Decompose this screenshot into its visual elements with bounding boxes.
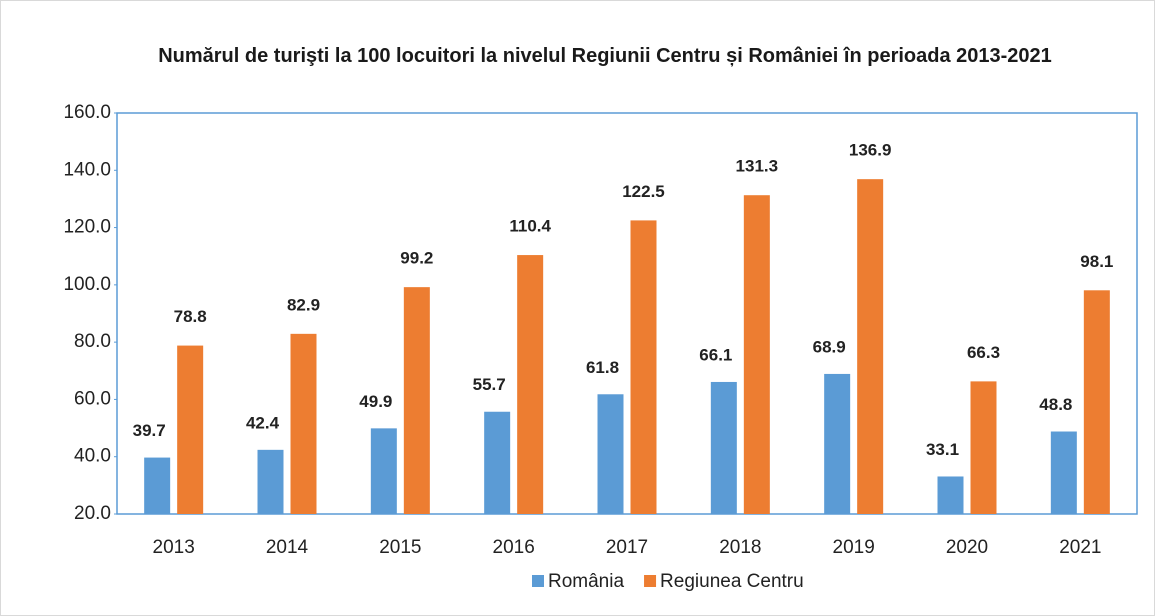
bar <box>177 345 204 514</box>
data-label: 61.8 <box>586 358 619 377</box>
y-tick-label: 40.0 <box>74 446 111 467</box>
y-tick-label: 20.0 <box>74 503 111 524</box>
x-tick-label: 2018 <box>719 537 761 558</box>
data-label: 66.3 <box>967 343 1000 362</box>
data-label: 33.1 <box>926 440 959 459</box>
x-tick-label: 2016 <box>493 537 535 558</box>
y-tick-label: 80.0 <box>74 331 111 352</box>
data-label: 49.9 <box>359 392 392 411</box>
legend-swatch <box>532 575 544 587</box>
data-label: 55.7 <box>473 375 506 394</box>
bar <box>257 449 284 514</box>
bar <box>403 287 430 514</box>
bar <box>484 411 511 514</box>
y-tick-label: 120.0 <box>63 217 111 238</box>
bar <box>743 195 770 514</box>
bar <box>630 220 657 515</box>
bar <box>370 428 397 514</box>
y-tick-label: 100.0 <box>63 274 111 295</box>
bar <box>290 333 317 514</box>
bar <box>937 476 964 514</box>
data-label: 78.8 <box>174 307 207 326</box>
plot-border <box>116 112 1138 515</box>
data-label: 42.4 <box>246 413 280 432</box>
data-label: 99.2 <box>400 249 433 268</box>
bar <box>597 394 624 514</box>
x-tick-label: 2015 <box>379 537 421 558</box>
bar <box>970 381 997 514</box>
x-tick-label: 2020 <box>946 537 988 558</box>
data-label: 68.9 <box>813 337 846 356</box>
bar <box>857 179 884 515</box>
y-tick-label: 140.0 <box>63 159 111 180</box>
bar <box>1050 431 1077 514</box>
y-tick-label: 160.0 <box>63 102 111 123</box>
legend-label: Regiunea Centru <box>660 571 804 592</box>
x-tick-label: 2014 <box>266 537 309 558</box>
legend-label: România <box>548 571 624 592</box>
bar <box>1083 290 1110 514</box>
data-label: 48.8 <box>1039 395 1072 414</box>
data-label: 136.9 <box>849 141 892 160</box>
bar <box>710 381 737 514</box>
data-label: 66.1 <box>699 345 732 364</box>
data-label: 110.4 <box>509 217 551 236</box>
legend-swatch <box>644 575 657 587</box>
data-label: 98.1 <box>1080 252 1113 271</box>
x-tick-label: 2013 <box>153 537 195 558</box>
bar <box>824 373 851 514</box>
x-tick-label: 2019 <box>833 537 875 558</box>
x-tick-label: 2021 <box>1059 537 1101 558</box>
y-tick-label: 60.0 <box>74 388 111 409</box>
data-label: 39.7 <box>133 421 166 440</box>
x-tick-label: 2017 <box>606 537 648 558</box>
data-label: 122.5 <box>622 182 665 201</box>
data-label: 131.3 <box>736 157 779 176</box>
bar <box>144 457 171 514</box>
data-label: 82.9 <box>287 295 320 314</box>
bar <box>517 255 544 514</box>
chart-title: Numărul de turişti la 100 locuitori la n… <box>158 45 1052 67</box>
